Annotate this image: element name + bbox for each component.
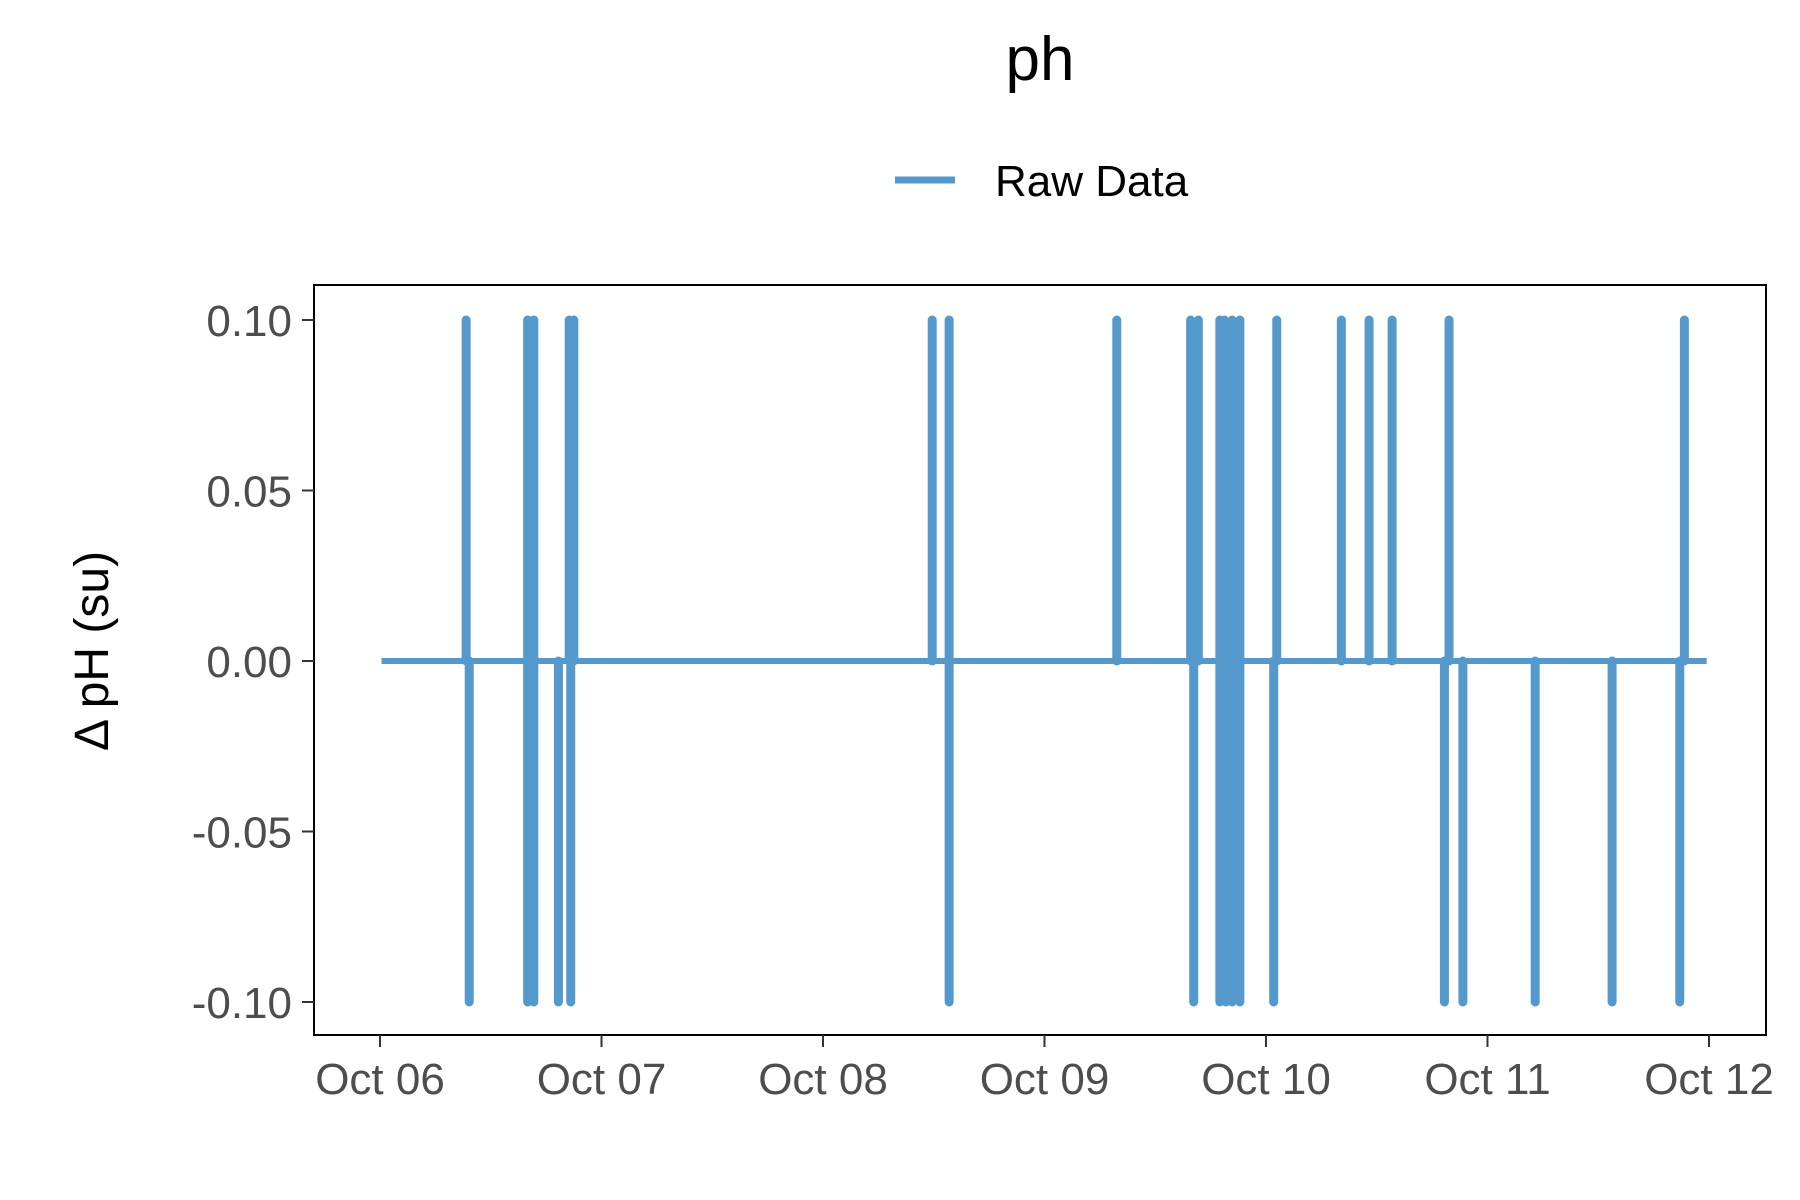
x-tick-label: Oct 10: [1201, 1055, 1331, 1104]
y-axis: 0.10 0.05 0.00 -0.05 -0.10: [192, 297, 314, 1028]
x-tick-label: Oct 12: [1644, 1055, 1774, 1104]
chart-title: ph: [1006, 25, 1075, 94]
y-tick-label: 0.05: [206, 468, 292, 517]
y-tick-label: 0.10: [206, 297, 292, 346]
y-tick-label: 0.00: [206, 638, 292, 687]
y-axis-title: Δ pH (su): [66, 551, 119, 751]
y-tick-label: -0.10: [192, 979, 292, 1028]
y-tick-label: -0.05: [192, 809, 292, 858]
x-tick-label: Oct 11: [1424, 1055, 1550, 1104]
x-tick-label: Oct 06: [315, 1055, 445, 1104]
x-tick-label: Oct 08: [758, 1055, 888, 1104]
x-axis: Oct 06 Oct 07 Oct 08 Oct 09 Oct 10 Oct 11 Oct …: [315, 1035, 1774, 1104]
x-tick-label: Oct 07: [537, 1055, 667, 1104]
legend: Raw Data: [895, 157, 1189, 206]
series-raw-data: [381, 315, 1707, 1007]
x-tick-label: Oct 09: [980, 1055, 1110, 1104]
legend-label: Raw Data: [995, 157, 1189, 206]
